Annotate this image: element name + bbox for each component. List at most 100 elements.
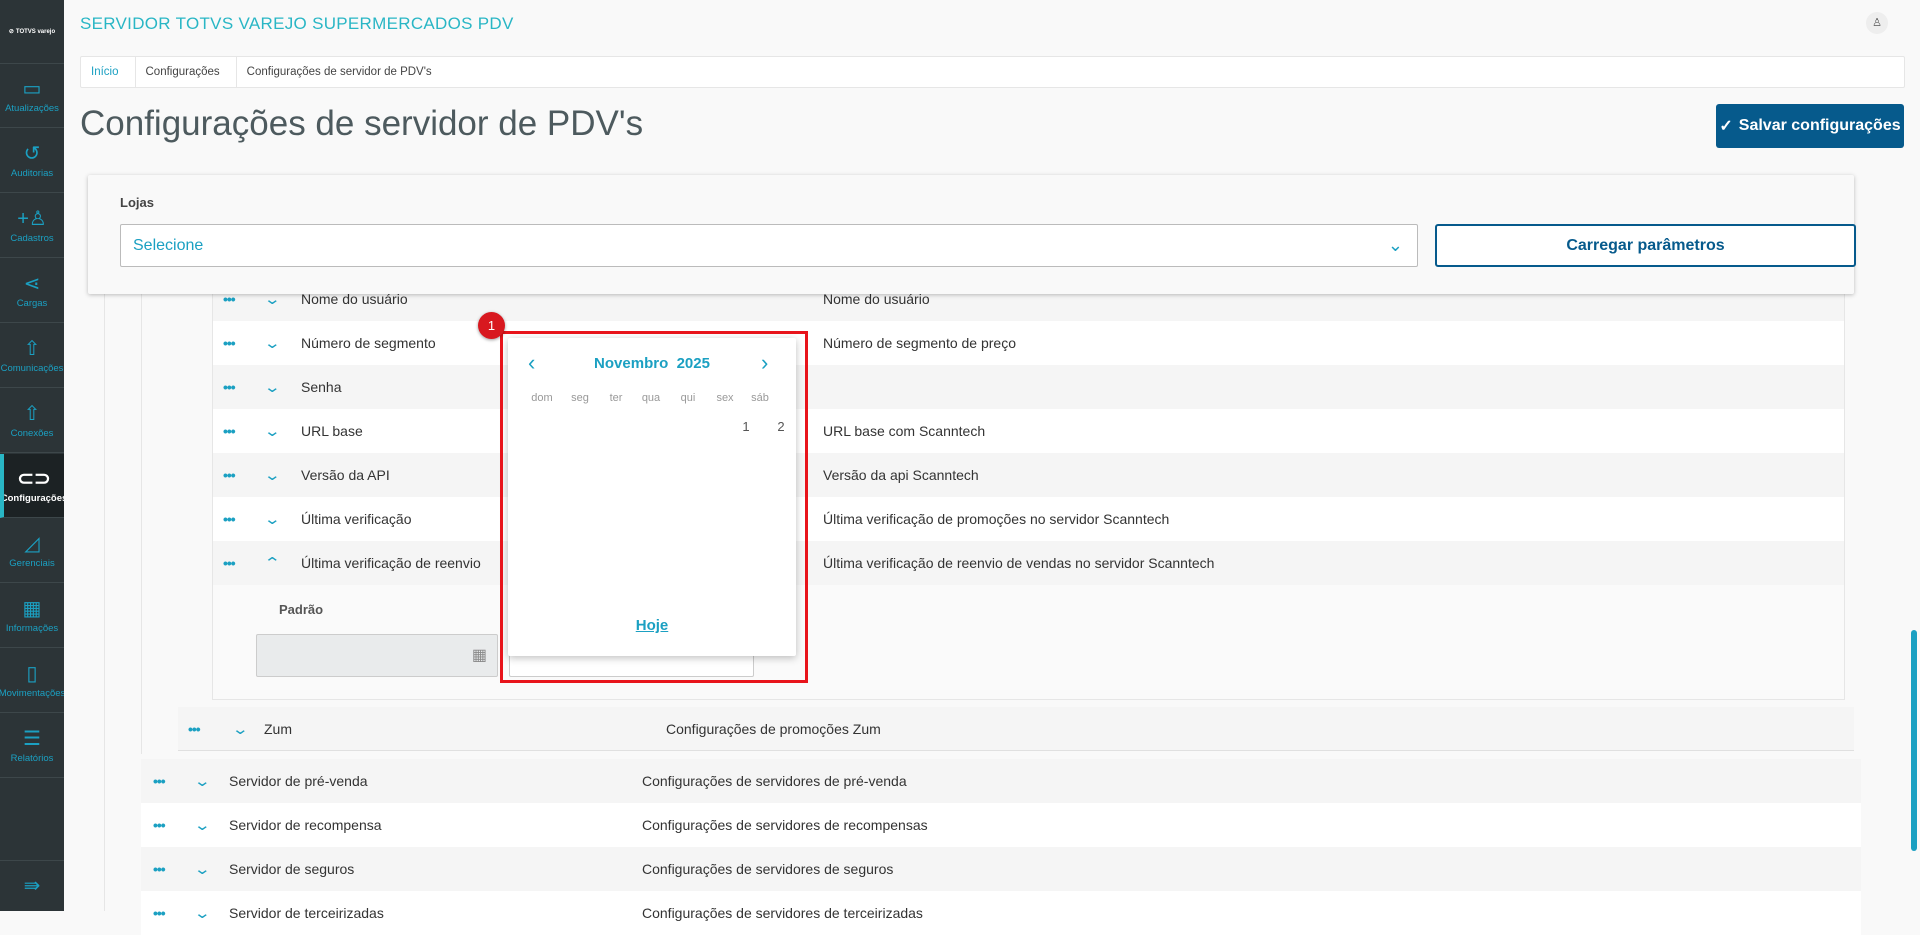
- row-label: Nome do usuário: [301, 291, 408, 307]
- scrollbar[interactable]: [1911, 630, 1917, 851]
- list-item[interactable]: ••• ⌄ Servidor de terceirizadas Configuraçõ…: [141, 891, 1861, 935]
- row-description: Configurações de servidores de pré-venda: [642, 773, 907, 789]
- chevron-down-icon[interactable]: ⌄: [263, 291, 282, 308]
- sidebar-item-label: Gerenciais: [9, 557, 55, 569]
- sidebar-item-6[interactable]: ⊂⊃ Configurações: [0, 454, 64, 518]
- chevron-down-icon[interactable]: ⌄: [263, 467, 282, 484]
- totvs-logo: ⊘ TOTVS varejo: [0, 0, 64, 64]
- save-settings-label: Salvar configurações: [1738, 117, 1901, 134]
- sidebar-item-10[interactable]: ☰ Relatórios: [0, 714, 64, 778]
- check-icon: ✓: [1719, 118, 1733, 135]
- more-options-icon[interactable]: •••: [223, 511, 236, 527]
- weekday-label: sáb: [751, 392, 769, 404]
- more-options-icon[interactable]: •••: [223, 467, 236, 483]
- list-item[interactable]: ••• ⌄ Última verificação Última verificação…: [213, 497, 1844, 541]
- row-description: Última verificação de promoções no servi…: [823, 511, 1170, 527]
- more-options-icon[interactable]: •••: [153, 773, 166, 789]
- row-label: Senha: [301, 379, 342, 395]
- sidebar-item-3[interactable]: ⋖ Cargas: [0, 259, 64, 323]
- chevron-down-icon[interactable]: ⌄: [263, 511, 282, 528]
- today-link[interactable]: Hoje: [635, 617, 669, 634]
- sidebar: ⊘ TOTVS varejo ▭ Atualizações ↺ Auditorias +♙…: [0, 0, 64, 911]
- collapse-menu-icon[interactable]: ⇛: [0, 860, 64, 911]
- row-description: Última verificação de reenvio de vendas …: [823, 555, 1215, 571]
- chevron-down-icon[interactable]: ⌄: [231, 720, 250, 738]
- weekday-label: dom: [531, 392, 553, 404]
- list-item[interactable]: ••• ⌄ Servidor de seguros Configurações de …: [141, 847, 1861, 891]
- sidebar-item-9[interactable]: ▯ Movimentações: [0, 649, 64, 713]
- app-title: SERVIDOR TOTVS VAREJO SUPERMERCADOS PDV: [80, 14, 514, 33]
- row-label: Servidor de pré-venda: [229, 773, 368, 789]
- chevron-down-icon[interactable]: ⌄: [193, 817, 212, 834]
- sidebar-item-4[interactable]: ⇧ Comunicações: [0, 324, 64, 388]
- more-options-icon[interactable]: •••: [223, 291, 236, 307]
- breadcrumb-configuracoes[interactable]: Configurações: [136, 57, 237, 87]
- sidebar-item-5[interactable]: ⇧ Conexões: [0, 389, 64, 453]
- breadcrumb-home[interactable]: Início: [81, 57, 136, 87]
- more-options-icon[interactable]: •••: [153, 861, 166, 877]
- month-year-label[interactable]: Novembro 2025: [508, 355, 796, 372]
- sidebar-item-label: Movimentações: [0, 687, 64, 699]
- sidebar-item-1[interactable]: ↺ Auditorias: [0, 129, 64, 193]
- chevron-down-icon: ⌄: [1387, 235, 1403, 255]
- weekday-label: seg: [571, 392, 589, 404]
- more-options-icon[interactable]: •••: [153, 817, 166, 833]
- chevron-down-icon[interactable]: ⌄: [263, 379, 282, 396]
- chevron-down-icon[interactable]: ⌄: [193, 905, 212, 922]
- logo-text: TOTVS varejo: [15, 28, 56, 35]
- breadcrumb: Início Configurações Configurações de se…: [80, 56, 1905, 88]
- calendar-day[interactable]: 2: [777, 419, 785, 434]
- weekday-label: ter: [609, 392, 623, 404]
- store-filter-card: Lojas Selecione ⌄ Carregar parâmetros: [88, 175, 1856, 294]
- sidebar-item-label: Cargas: [16, 297, 48, 309]
- next-month-icon[interactable]: ›: [761, 350, 769, 375]
- row-description: Versão da api Scanntech: [823, 467, 979, 483]
- more-options-icon[interactable]: •••: [153, 905, 166, 921]
- save-settings-button[interactable]: ✓ Salvar configurações: [1716, 104, 1904, 148]
- list-item[interactable]: ••• ⌄ Servidor de pré-venda Configurações d…: [141, 759, 1861, 803]
- chevron-up-icon[interactable]: ⌃: [263, 555, 282, 572]
- sidebar-item-7[interactable]: ◿ Gerenciais: [0, 519, 64, 583]
- list-item[interactable]: ••• ⌄ Senha: [213, 365, 1844, 409]
- list-item[interactable]: ••• ⌄ Servidor de recompensa Configurações …: [141, 803, 1861, 847]
- row-description: URL base com Scanntech: [823, 423, 986, 439]
- sidebar-item-0[interactable]: ▭ Atualizações: [0, 64, 64, 128]
- page-title: Configurações de servidor de PDV's: [80, 104, 644, 143]
- list-item[interactable]: ••• ⌄ URL base URL base com Scanntech: [213, 409, 1844, 453]
- chevron-down-icon[interactable]: ⌄: [193, 861, 212, 878]
- more-options-icon[interactable]: •••: [223, 555, 236, 571]
- list-item[interactable]: ••• ⌃ Última verificação de reenvio Última …: [213, 541, 1844, 585]
- list-item[interactable]: ••• ⌄ Número de segmento Número de segmento…: [213, 321, 1844, 365]
- sidebar-item-8[interactable]: ▦ Informações: [0, 584, 64, 648]
- load-parameters-button[interactable]: Carregar parâmetros: [1435, 224, 1856, 267]
- annotation-badge: 1: [478, 312, 505, 339]
- logo-mark-icon: ⊘: [8, 29, 14, 35]
- more-options-icon[interactable]: •••: [188, 720, 201, 737]
- sidebar-item-label: Auditorias: [10, 167, 54, 179]
- row-description: Configurações de servidores de recompens…: [642, 817, 928, 833]
- weekday-label: sex: [716, 392, 734, 404]
- sidebar-item-2[interactable]: +♙ Cadastros: [0, 194, 64, 258]
- previous-month-icon[interactable]: ‹: [528, 350, 536, 375]
- building-icon: ▦: [22, 597, 42, 620]
- divider: [104, 294, 105, 911]
- row-description: Nome do usuário: [823, 291, 930, 307]
- calendar-day[interactable]: 1: [742, 419, 750, 434]
- row-label: Última verificação: [301, 511, 412, 527]
- row-description: Configurações de servidores de terceiriz…: [642, 905, 923, 921]
- chevron-down-icon[interactable]: ⌄: [263, 423, 282, 440]
- stores-select[interactable]: Selecione ⌄: [120, 224, 1418, 267]
- row-label: Número de segmento: [301, 335, 436, 351]
- row-label: Servidor de recompensa: [229, 817, 382, 833]
- default-field-label: Padrão: [279, 602, 324, 617]
- calendar-icon: ▦: [471, 647, 487, 664]
- history-icon: ↺: [23, 142, 41, 165]
- more-options-icon[interactable]: •••: [223, 335, 236, 351]
- list-item-zum[interactable]: ••• ⌄ Zum Configurações de promoções Zum: [178, 707, 1854, 751]
- more-options-icon[interactable]: •••: [223, 379, 236, 395]
- list-item[interactable]: ••• ⌄ Versão da API Versão da api Scanntech: [213, 453, 1844, 497]
- chevron-down-icon[interactable]: ⌄: [193, 773, 212, 790]
- chevron-down-icon[interactable]: ⌄: [263, 335, 282, 352]
- more-options-icon[interactable]: •••: [223, 423, 236, 439]
- user-avatar-icon[interactable]: ♙: [1866, 12, 1888, 34]
